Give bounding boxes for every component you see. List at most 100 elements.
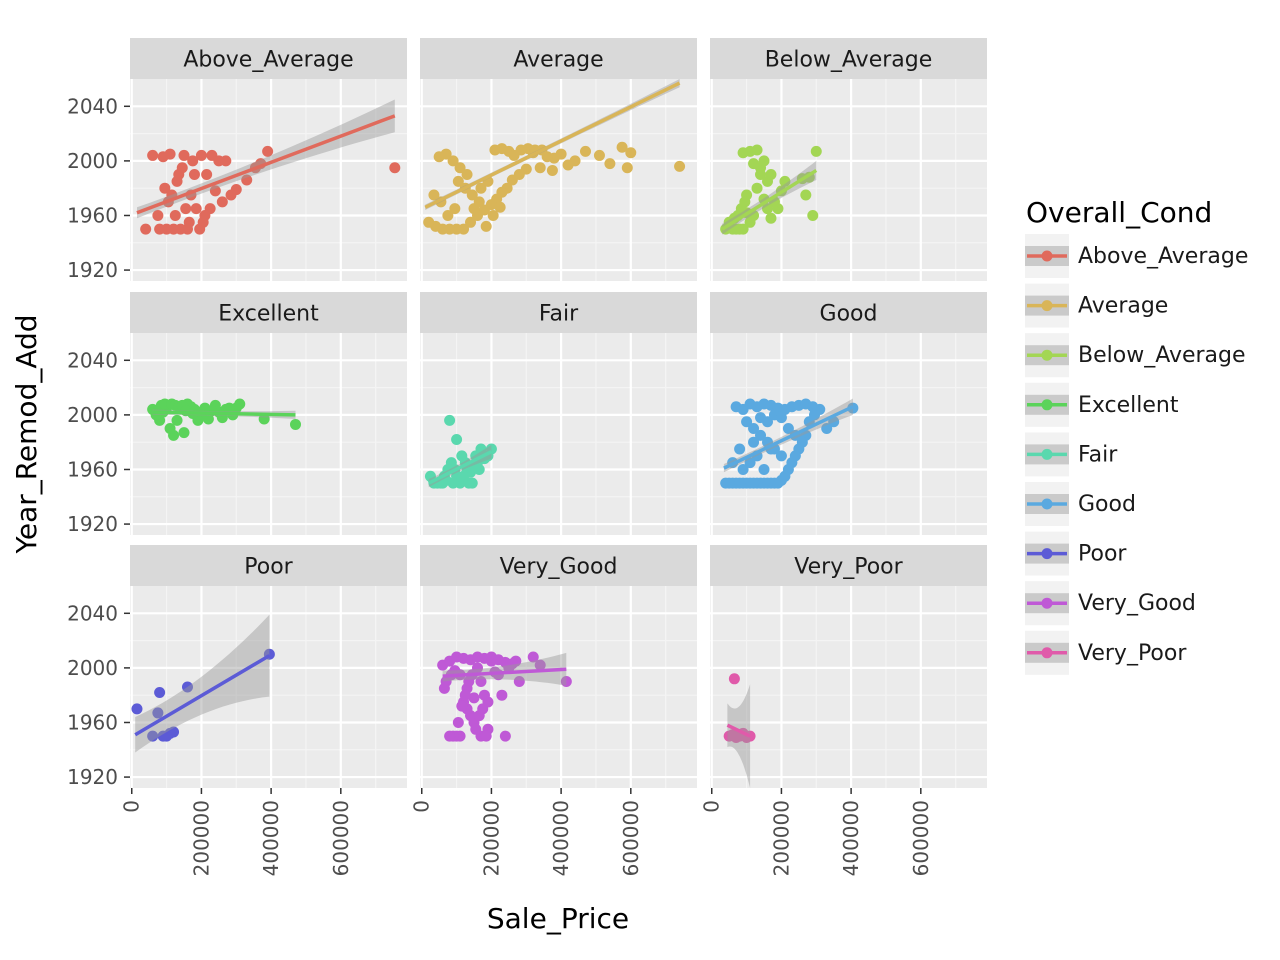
x-tick-label: 600000: [909, 800, 933, 876]
data-point: [513, 676, 525, 688]
data-point: [494, 201, 506, 213]
facet-strip-label: Very_Good: [500, 555, 618, 580]
data-point: [190, 203, 202, 215]
y-tick-label: 1960: [67, 457, 118, 481]
data-point: [534, 659, 546, 671]
data-point: [468, 692, 480, 704]
x-tick-label: 0: [700, 800, 724, 813]
data-point: [674, 160, 686, 172]
data-point: [461, 169, 473, 181]
legend-label: Excellent: [1078, 393, 1179, 418]
panel-data: [720, 398, 859, 489]
data-point: [188, 169, 200, 181]
facet-panel-good: Good: [710, 292, 987, 535]
data-point: [466, 189, 478, 201]
legend-key-point: [1041, 597, 1053, 609]
facet-strip-label: Good: [820, 302, 878, 327]
y-tick-label: 1960: [67, 203, 118, 227]
data-point: [173, 169, 185, 181]
legend-label: Below_Average: [1078, 343, 1246, 368]
data-point: [741, 416, 753, 428]
data-point: [449, 665, 461, 677]
confidence-band: [442, 652, 567, 686]
legend-key-point: [1041, 448, 1053, 460]
data-point: [181, 681, 193, 693]
data-point: [480, 730, 492, 742]
data-point: [737, 463, 749, 475]
legend-key-point: [1041, 548, 1053, 560]
x-tick-label: 200000: [769, 800, 793, 876]
facet-strip-label: Below_Average: [765, 48, 933, 73]
confidence-band: [135, 614, 270, 753]
regression-line: [726, 723, 751, 738]
data-point: [477, 703, 489, 715]
data-point: [140, 223, 152, 235]
data-point: [800, 189, 812, 201]
legend-entry: Good: [1025, 482, 1136, 526]
legend-label: Fair: [1078, 442, 1118, 467]
legend-key-point: [1041, 300, 1053, 312]
y-tick-label: 1920: [67, 258, 118, 282]
data-point: [496, 689, 508, 701]
data-point: [755, 429, 767, 441]
x-axis-title: Sale_Price: [487, 902, 629, 935]
facet-strip: [420, 292, 697, 333]
legend-key-point: [1041, 399, 1053, 411]
data-point: [470, 723, 482, 735]
panel-background: [420, 333, 697, 535]
data-point: [444, 414, 456, 426]
data-point: [761, 416, 773, 428]
facet-strip: [130, 38, 407, 79]
y-tick-label: 1920: [67, 765, 118, 789]
data-point: [758, 463, 770, 475]
facet-strip-label: Average: [513, 48, 603, 73]
data-point: [751, 144, 763, 156]
x-tick-label: 0: [410, 800, 434, 813]
data-point: [452, 716, 464, 728]
legend-label: Good: [1078, 492, 1136, 517]
data-point: [480, 220, 492, 232]
regression-line: [134, 654, 271, 737]
facet-strip-label: Very_Poor: [794, 555, 903, 580]
facet-panel-fair: Fair: [420, 292, 697, 535]
legend-title: Overall_Cond: [1026, 196, 1212, 229]
panel-data: [437, 651, 572, 742]
data-point: [499, 656, 511, 668]
data-point: [739, 196, 751, 208]
data-point: [534, 162, 546, 174]
data-point: [216, 196, 228, 208]
data-point: [423, 216, 435, 228]
data-point: [487, 209, 499, 221]
data-point: [442, 209, 454, 221]
data-point: [765, 212, 777, 224]
data-point: [389, 162, 401, 174]
facet-strip-label: Above_Average: [183, 48, 353, 73]
data-point: [456, 700, 468, 712]
x-tick-label: 0: [120, 800, 144, 813]
y-tick-label: 1920: [67, 512, 118, 536]
data-point: [428, 189, 440, 201]
data-point: [473, 196, 485, 208]
panel-data: [147, 398, 302, 441]
y-tick-label: 2040: [67, 94, 118, 118]
regression-line: [721, 168, 818, 231]
regression-line: [424, 81, 681, 209]
data-point: [625, 147, 637, 159]
facet-panel-below-average: Below_Average: [710, 38, 987, 281]
data-point: [131, 703, 143, 715]
data-point: [241, 174, 253, 186]
legend-entry: Above_Average: [1025, 234, 1248, 278]
data-point: [720, 477, 732, 489]
legend-label: Above_Average: [1078, 244, 1248, 269]
x-tick-label: 400000: [259, 800, 283, 876]
panel-data: [723, 673, 756, 788]
regression-line: [136, 114, 396, 215]
data-point: [506, 174, 518, 186]
facet-strip-label: Fair: [539, 302, 579, 327]
x-tick-label: 600000: [619, 800, 643, 876]
facet-strip: [710, 292, 987, 333]
legend-key-point: [1041, 647, 1053, 659]
data-point: [478, 689, 490, 701]
data-point: [171, 414, 183, 426]
data-point: [807, 209, 819, 221]
